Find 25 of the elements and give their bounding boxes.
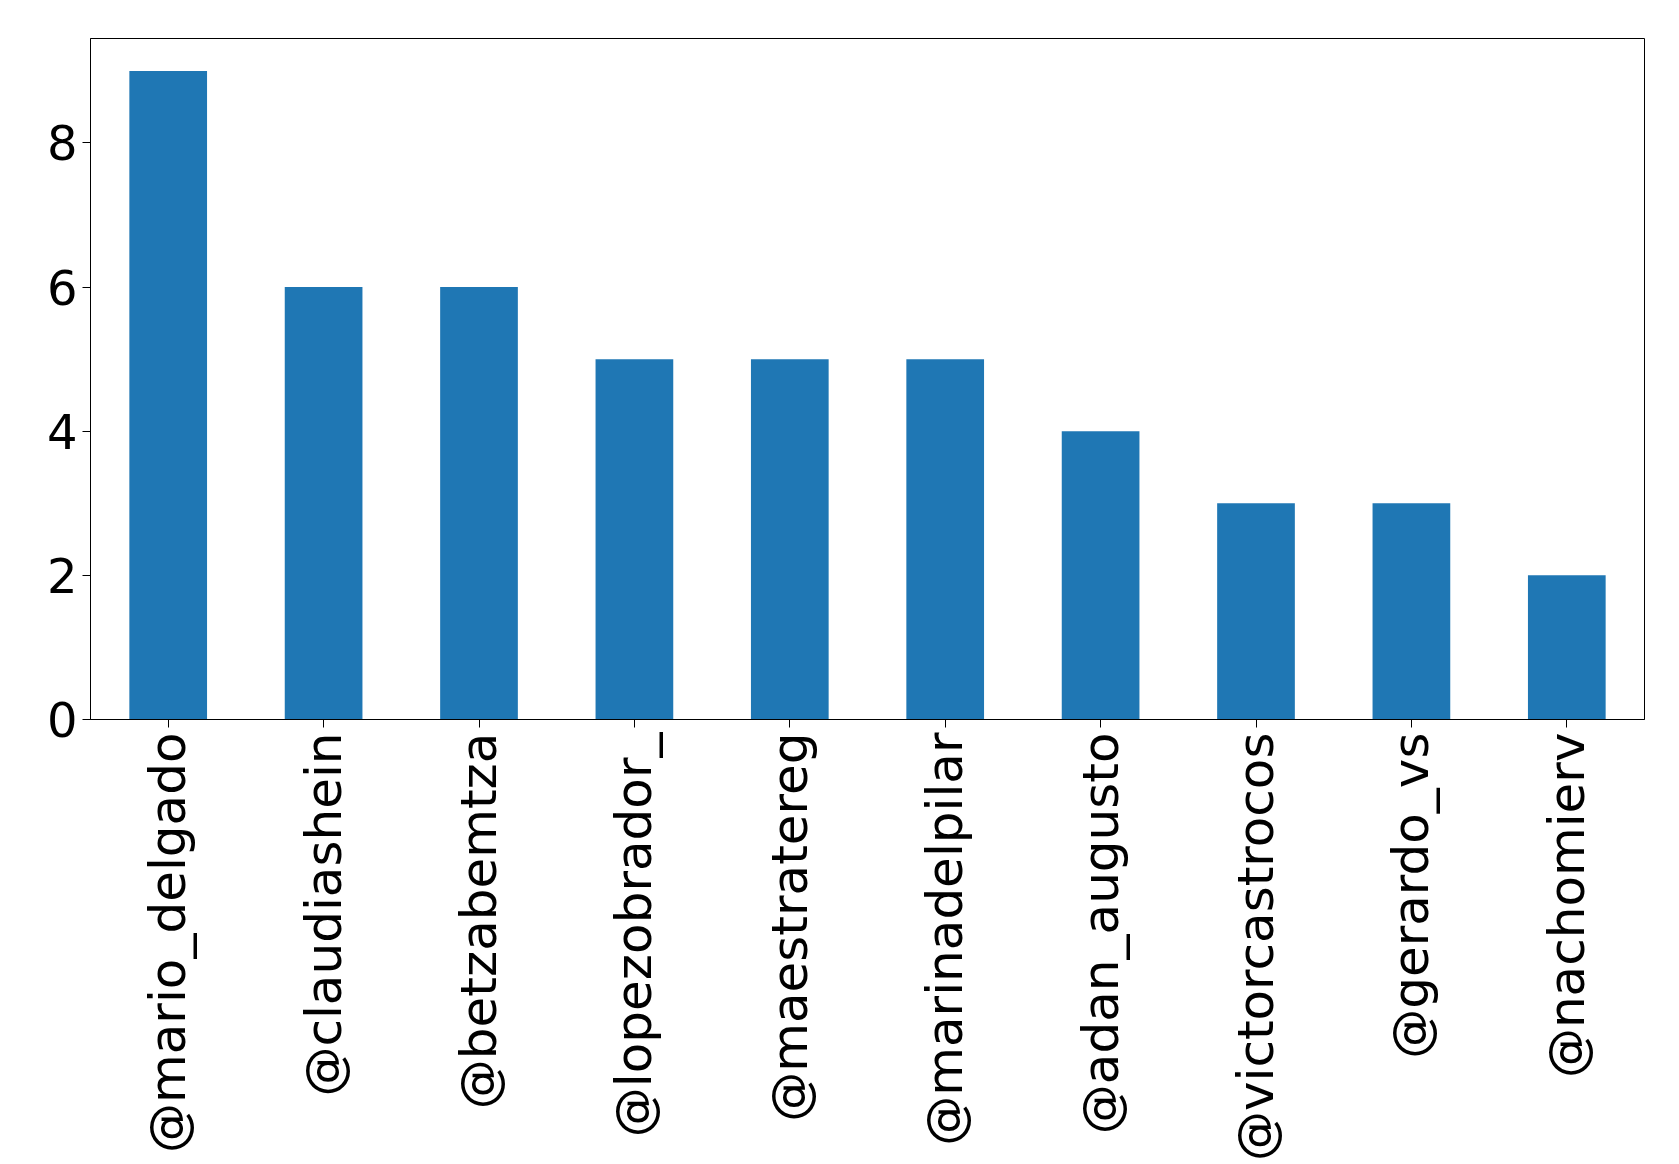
bar bbox=[284, 287, 363, 720]
bar bbox=[1527, 575, 1606, 720]
bar bbox=[129, 70, 208, 720]
x-tick-label: @maestratereg bbox=[760, 732, 819, 1122]
y-tick-label: 2 bbox=[46, 547, 78, 604]
y-tick-label: 0 bbox=[46, 692, 78, 748]
bar bbox=[750, 359, 829, 720]
y-tick-label: 4 bbox=[46, 403, 78, 460]
x-tick-label: @lopezobrador_ bbox=[605, 731, 664, 1138]
bar bbox=[595, 359, 674, 720]
x-tick-label: @marinadelpilar bbox=[916, 732, 975, 1146]
bar bbox=[440, 287, 518, 720]
x-tick-label: @gerardo_vs bbox=[1382, 732, 1441, 1059]
bar bbox=[1217, 503, 1295, 720]
x-tick-label: @betzabemtza bbox=[450, 732, 508, 1110]
x-tick-label: @nachomierv bbox=[1537, 732, 1596, 1079]
x-tick-label: @claudiashein bbox=[294, 732, 353, 1097]
bar bbox=[1372, 503, 1451, 720]
bar bbox=[906, 359, 985, 720]
y-tick-label: 6 bbox=[46, 259, 78, 316]
x-tick-label: @mario_delgado bbox=[139, 732, 198, 1153]
x-tick-label: @adan_augusto bbox=[1071, 732, 1130, 1135]
x-tick-label: @victorcastrocos bbox=[1227, 732, 1285, 1162]
y-tick-label: 8 bbox=[46, 115, 78, 172]
bar bbox=[1061, 431, 1140, 720]
